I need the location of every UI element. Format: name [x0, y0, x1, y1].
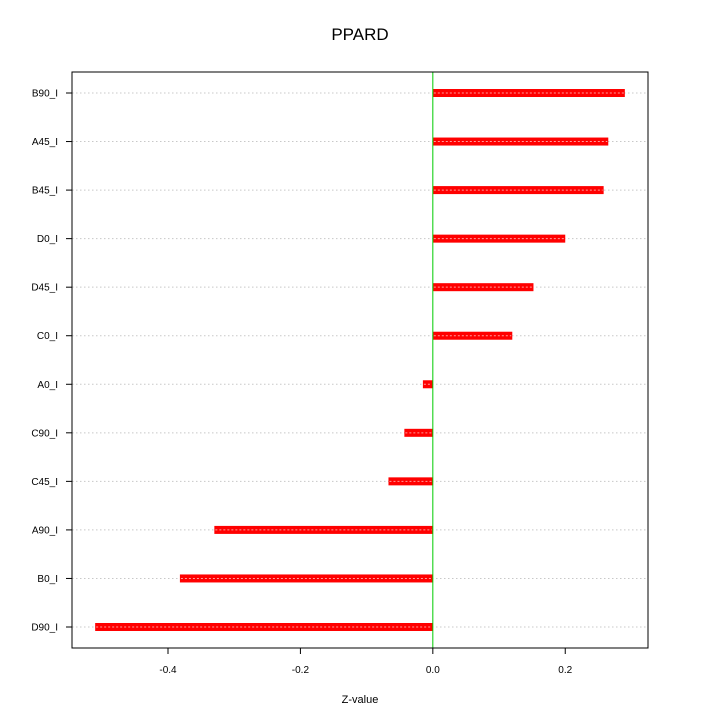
- bar-A0_I: [422, 380, 433, 389]
- y-tick-label: D90_I: [31, 623, 58, 634]
- y-tick-label: C45_I: [31, 477, 58, 488]
- y-tick-label: B90_I: [32, 89, 58, 100]
- grid-lines: [72, 92, 648, 628]
- x-tick-label: -0.2: [292, 665, 310, 676]
- y-tick-label: B45_I: [32, 186, 58, 197]
- x-axis: -0.4 -0.2 0.0 0.2: [159, 648, 573, 676]
- y-tick-label: A90_I: [32, 525, 58, 536]
- y-tick-label: A0_I: [37, 380, 58, 391]
- x-tick-label: -0.4: [159, 665, 177, 676]
- y-tick-label: D45_I: [31, 283, 58, 294]
- bar-D90_I: [95, 623, 433, 631]
- x-tick-label: 0.2: [558, 665, 572, 676]
- chart-title: PPARD: [331, 25, 388, 44]
- y-tick-label: C90_I: [31, 428, 58, 439]
- x-tick-label: 0.0: [426, 665, 440, 676]
- bar-B90_I: [432, 89, 625, 97]
- bars: [95, 89, 625, 631]
- y-tick-label: C0_I: [37, 331, 58, 342]
- bar-C0_I: [432, 331, 513, 340]
- y-tick-label: B0_I: [37, 574, 58, 585]
- y-axis: B90_I A45_I B45_I D0_I D45_I C0_I A0_I C90_I C45…: [31, 89, 72, 634]
- bar-A45_I: [432, 137, 609, 146]
- y-tick-label: A45_I: [32, 137, 58, 148]
- plot-frame: [71, 71, 649, 649]
- y-tick-label: D0_I: [37, 234, 58, 245]
- x-axis-label: Z-value: [342, 694, 379, 706]
